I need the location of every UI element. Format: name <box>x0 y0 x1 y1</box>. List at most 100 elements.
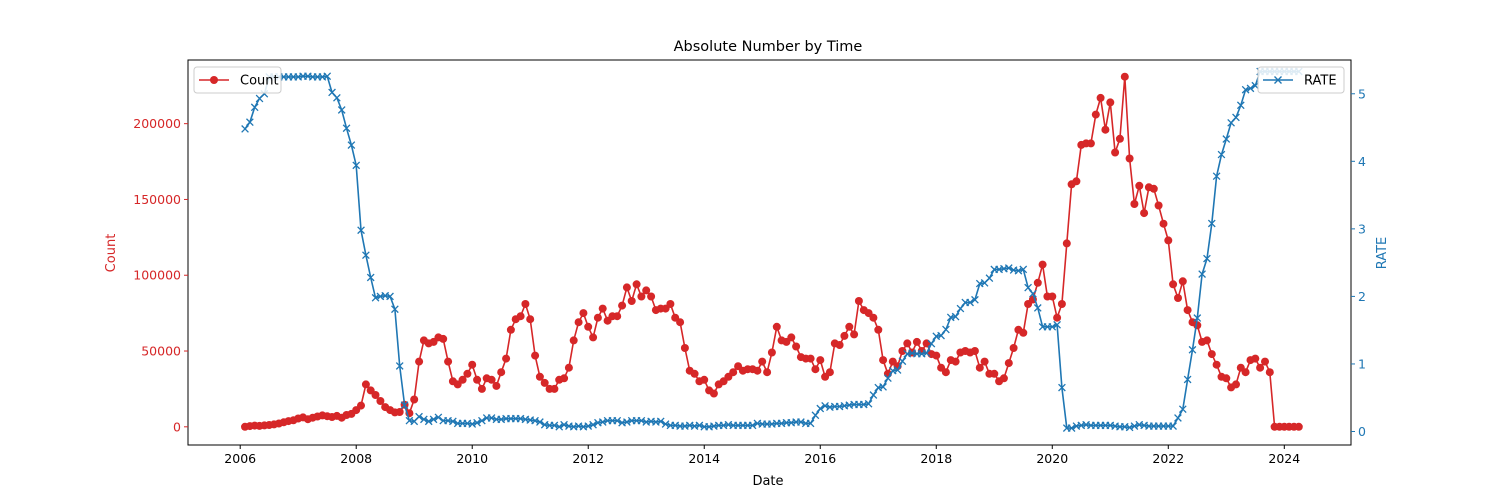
series-count-point <box>444 357 453 366</box>
series-rate-point <box>966 298 974 307</box>
series-rate-point <box>598 418 607 426</box>
series-rate-point <box>869 391 878 399</box>
series-count-point <box>1125 154 1134 163</box>
series-count-point <box>1164 236 1173 245</box>
legend-count-box <box>193 66 282 94</box>
series-count-point <box>1130 200 1139 208</box>
series-rate-point <box>1048 322 1057 331</box>
series-count-point <box>1115 134 1124 143</box>
y-left-tick-label: 200000 <box>133 116 181 131</box>
series-count-point <box>647 292 656 301</box>
series-rate-point <box>246 118 254 126</box>
series-count-point <box>1120 72 1129 81</box>
series-rate-point <box>1193 314 1202 322</box>
series-rate-point <box>478 416 486 425</box>
series-count-point <box>395 408 404 416</box>
series-rate-point <box>971 295 979 304</box>
legend-count-marker <box>210 76 218 84</box>
series-rate-point <box>1188 345 1197 354</box>
series-count-point <box>1149 184 1158 193</box>
series-rate-point <box>922 349 931 357</box>
series-count-point <box>835 341 844 349</box>
series-count-point <box>463 369 472 378</box>
series-rate-point <box>429 415 438 424</box>
series-rate-point <box>391 305 399 314</box>
series-rate-point <box>1212 172 1221 181</box>
series-count-point <box>1183 306 1192 315</box>
series-count-point <box>1241 368 1250 377</box>
series-count-point <box>589 333 598 342</box>
legend-rate-box <box>1257 66 1345 94</box>
series-rate-point <box>637 416 646 425</box>
series-count-point <box>1106 98 1115 107</box>
series-count-point <box>627 297 636 305</box>
series-count-point <box>550 384 559 393</box>
series-count-point <box>1086 139 1095 148</box>
series-count-point <box>806 354 815 363</box>
series-rate-point <box>1019 265 1028 274</box>
series-rate-point <box>371 293 380 302</box>
series-rate-point <box>1174 414 1182 422</box>
series-count-point <box>1096 93 1105 102</box>
x-tick-label: 2024 <box>1268 451 1300 466</box>
series-count-point <box>357 401 365 410</box>
x-tick-label: 2006 <box>224 451 256 466</box>
series-rate-point <box>386 292 394 301</box>
series-count-point <box>371 391 380 399</box>
series-count-point <box>1033 278 1042 287</box>
series-count-point <box>758 357 767 366</box>
series-count-point <box>540 378 549 387</box>
series-count-point <box>1169 280 1178 289</box>
series-count-point <box>845 322 854 331</box>
series-rate-point <box>898 357 907 366</box>
series-rate-point <box>985 274 994 283</box>
series-count-point <box>854 297 863 305</box>
x-tick-label: 2012 <box>572 451 604 466</box>
series-rate-point <box>415 412 423 421</box>
series-count-point <box>613 312 622 321</box>
series-rate-point <box>927 339 936 348</box>
y-right-tick-label: 5 <box>1358 86 1366 101</box>
series-rate-point <box>531 416 539 425</box>
series-count-point <box>526 315 535 324</box>
series-rate-point <box>487 414 496 422</box>
series-count-point <box>560 374 569 383</box>
series-count-point <box>1101 125 1110 134</box>
series-rate-point <box>937 331 945 340</box>
series-count-point <box>1207 350 1216 359</box>
series-count-point <box>1062 239 1071 248</box>
series-rate-point <box>323 72 332 81</box>
x-axis-label: Date <box>752 474 783 489</box>
series-count-point <box>637 292 646 301</box>
series-count-point <box>502 354 511 363</box>
series-rate-point <box>821 401 829 410</box>
y-right-tick-label: 2 <box>1358 289 1366 304</box>
series-count-point <box>975 363 984 372</box>
series-count-point <box>680 344 689 352</box>
series-count-point <box>1294 422 1303 431</box>
series-count-point <box>912 337 921 346</box>
series-count-point <box>574 318 583 327</box>
series-count-point <box>898 347 907 355</box>
legend-count: Count <box>193 66 282 94</box>
legend-count-label: Count <box>240 74 279 89</box>
series-rate-point <box>1222 135 1231 143</box>
series-count-point <box>361 380 370 389</box>
series-count-point <box>1009 344 1018 352</box>
plot-frame <box>187 59 1352 446</box>
series-rate-point <box>1058 383 1066 392</box>
series-count-point <box>1140 209 1149 218</box>
series-count-point <box>492 381 501 390</box>
series-rate-point <box>366 273 375 282</box>
series-rate-point <box>811 411 820 420</box>
series-count-point <box>477 384 486 393</box>
series-rate-point <box>420 415 428 424</box>
series-count-point <box>932 351 941 360</box>
series-count-point <box>569 336 578 345</box>
series-rate-point <box>613 416 622 425</box>
series-rate-point <box>1183 375 1192 384</box>
series-count-point <box>767 348 776 357</box>
legend-rate: RATE <box>1257 66 1345 94</box>
y-axis-right-label: RATE <box>1375 237 1390 270</box>
